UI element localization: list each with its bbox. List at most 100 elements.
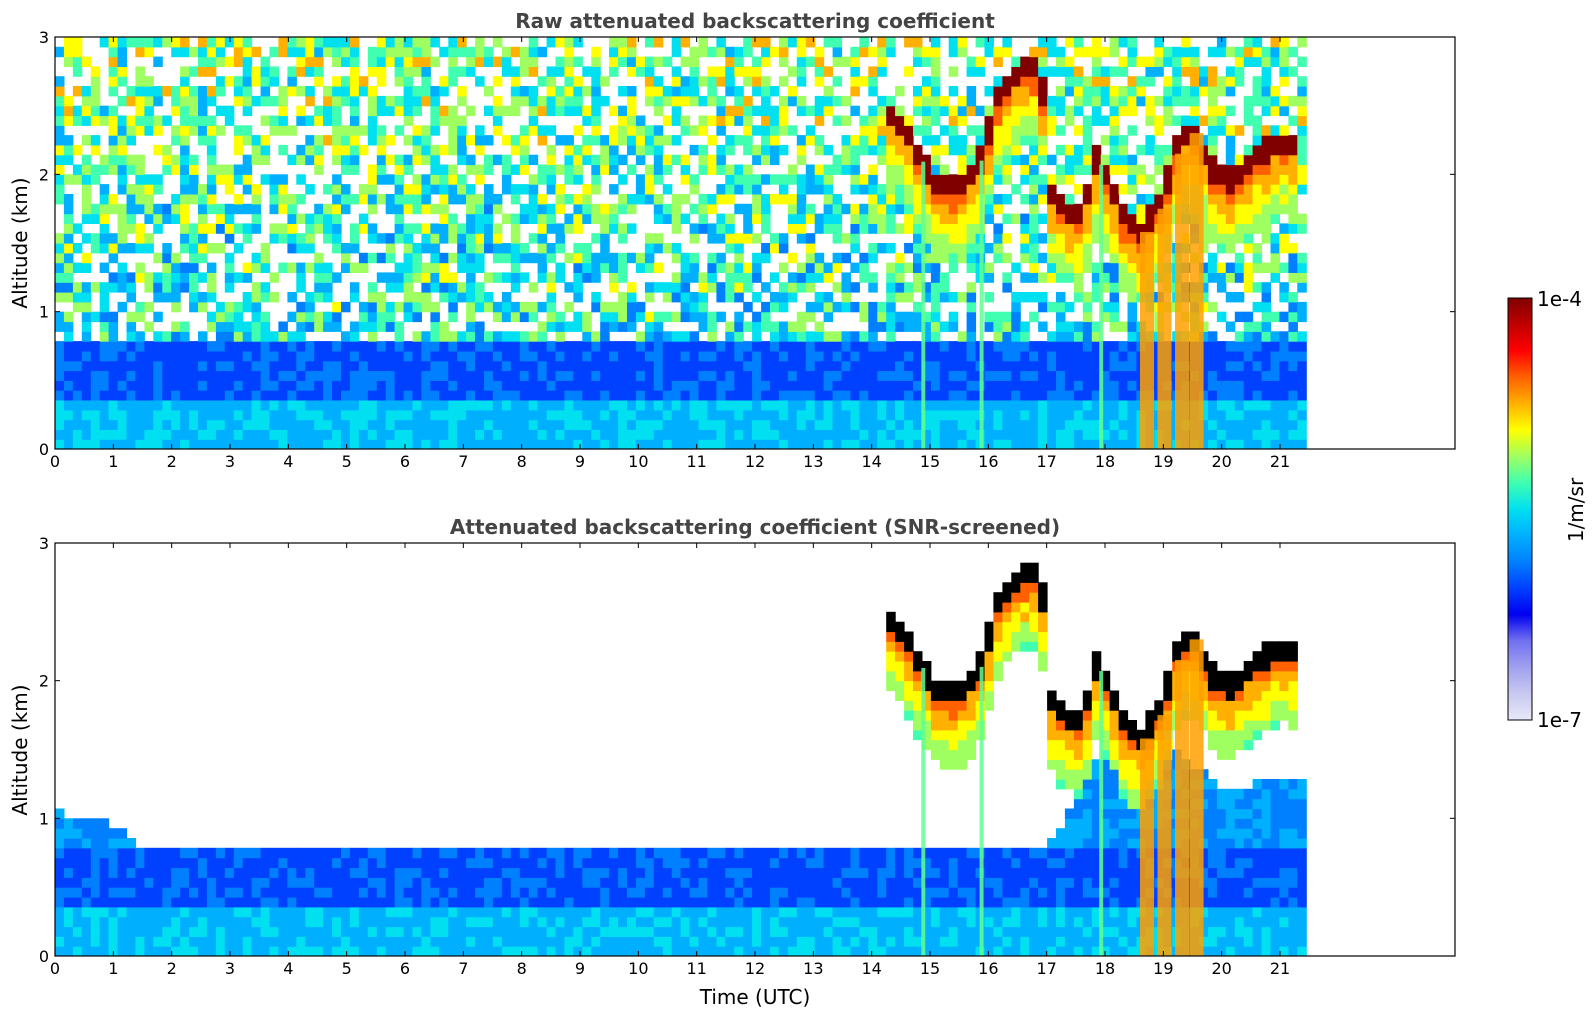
heatmap-cell	[957, 203, 968, 215]
heatmap-cell	[224, 174, 235, 185]
heatmap-cell	[1234, 272, 1245, 283]
heatmap-cell	[135, 906, 145, 918]
heatmap-cell	[430, 390, 440, 401]
heatmap-cell	[618, 409, 628, 421]
heatmap-cell	[189, 887, 199, 898]
heatmap-cell	[1216, 409, 1227, 421]
heatmap-cell	[153, 847, 163, 859]
heatmap-cell	[108, 135, 119, 146]
heatmap-cell	[644, 174, 655, 185]
x-tick-label: 19	[1153, 452, 1173, 471]
heatmap-cell	[1145, 203, 1155, 215]
heatmap-cell	[975, 144, 986, 156]
heatmap-cell	[868, 321, 878, 332]
heatmap-cell	[466, 419, 476, 430]
heatmap-cell	[1091, 76, 1102, 87]
heatmap-cell	[591, 164, 601, 175]
heatmap-cell	[55, 233, 65, 244]
heatmap-cell	[296, 86, 306, 97]
heatmap-cell	[993, 390, 1003, 401]
heatmap-cell	[126, 292, 136, 303]
heatmap-cell	[269, 857, 279, 869]
heatmap-cell	[1047, 213, 1057, 224]
heatmap-cell	[1261, 419, 1272, 430]
heatmap-cell	[841, 341, 851, 352]
heatmap-cell	[242, 184, 253, 195]
heatmap-cell	[1011, 76, 1021, 87]
heatmap-cell	[1100, 213, 1111, 224]
heatmap-cell	[63, 243, 74, 254]
heatmap-cell	[671, 37, 682, 48]
heatmap-cell	[627, 321, 637, 332]
heatmap-cell	[90, 341, 101, 352]
heatmap-cell	[1207, 409, 1218, 421]
heatmap-cell	[546, 252, 557, 264]
heatmap-cell	[1029, 243, 1039, 254]
heatmap-cell	[144, 321, 154, 332]
heatmap-cell	[394, 331, 405, 342]
heatmap-cell	[1011, 400, 1021, 411]
heatmap-cell	[394, 301, 405, 313]
heatmap-cell	[707, 282, 717, 293]
heatmap-cell	[859, 380, 869, 391]
heatmap-cell	[770, 400, 780, 411]
heatmap-cell	[412, 341, 422, 352]
heatmap-cell	[984, 174, 994, 185]
heatmap-cell	[421, 409, 431, 421]
heatmap-cell	[1082, 164, 1093, 175]
heatmap-cell	[671, 272, 682, 283]
heatmap-cell	[1029, 252, 1039, 264]
heatmap-cell	[314, 37, 324, 48]
heatmap-cell	[1288, 301, 1298, 313]
heatmap-cell	[215, 311, 226, 323]
heatmap-cell	[430, 400, 440, 411]
heatmap-cell	[778, 429, 789, 440]
heatmap-cell	[778, 184, 789, 195]
heatmap-cell	[1038, 105, 1048, 117]
heatmap-cell	[1261, 174, 1272, 185]
heatmap-cell	[492, 252, 503, 264]
heatmap-cell	[564, 174, 574, 185]
heatmap-cell	[859, 37, 869, 48]
heatmap-cell	[135, 46, 145, 58]
heatmap-cell	[957, 174, 968, 185]
heatmap-cell	[1100, 66, 1111, 77]
heatmap-cell	[761, 282, 771, 293]
heatmap-cell	[635, 439, 646, 449]
heatmap-cell	[63, 292, 74, 303]
heatmap-cell	[296, 867, 306, 878]
heatmap-cell	[778, 233, 789, 244]
heatmap-cell	[108, 46, 119, 58]
heatmap-cell	[376, 46, 387, 58]
heatmap-cell	[126, 439, 136, 449]
heatmap-cell	[189, 390, 199, 401]
heatmap-cell	[796, 419, 807, 430]
heatmap-cell	[403, 282, 414, 293]
heatmap-cell	[421, 203, 431, 215]
heatmap-cell	[537, 419, 548, 430]
heatmap-cell	[850, 419, 860, 430]
heatmap-cell	[778, 390, 789, 401]
heatmap-cell	[698, 37, 708, 48]
heatmap-cell	[743, 341, 753, 352]
heatmap-cell	[1279, 350, 1289, 362]
heatmap-cell	[1181, 37, 1191, 48]
heatmap-cell	[99, 233, 110, 244]
heatmap-cell	[484, 292, 494, 303]
heatmap-cell	[805, 429, 816, 440]
heatmap-cell	[439, 370, 449, 381]
heatmap-cell	[519, 350, 530, 362]
heatmap-cell	[1216, 86, 1227, 97]
heatmap-cell	[189, 233, 199, 244]
heatmap-cell	[153, 174, 163, 185]
heatmap-cell	[600, 439, 610, 449]
heatmap-cell	[242, 37, 253, 48]
heatmap-cell	[385, 400, 396, 411]
heatmap-cell	[913, 272, 923, 283]
heatmap-cell	[1207, 115, 1218, 126]
heatmap-cell	[886, 439, 896, 449]
heatmap-cell	[332, 233, 342, 244]
heatmap-cell	[555, 194, 565, 205]
heatmap-cell	[1127, 95, 1137, 107]
heatmap-cell	[162, 360, 172, 372]
